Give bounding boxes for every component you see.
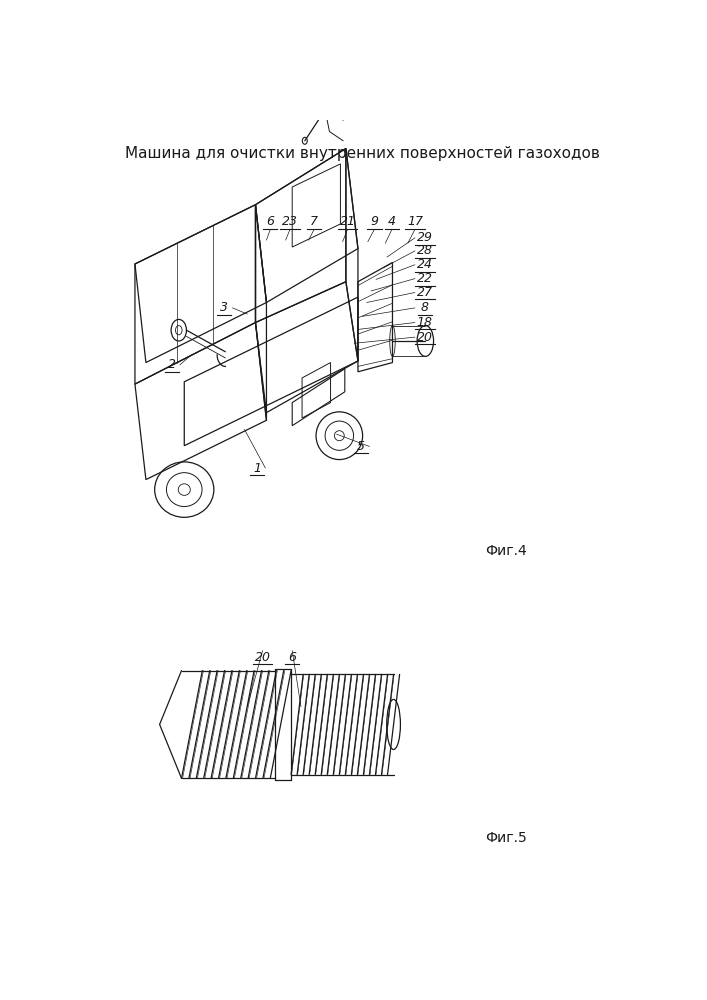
Text: 28: 28 — [417, 244, 433, 257]
Text: 6: 6 — [288, 651, 296, 664]
Text: 6: 6 — [267, 215, 274, 228]
Text: 9: 9 — [370, 215, 378, 228]
Text: Машина для очистки внутренних поверхностей газоходов: Машина для очистки внутренних поверхност… — [125, 146, 600, 161]
Text: 2: 2 — [168, 358, 175, 371]
Text: 7: 7 — [310, 215, 318, 228]
Text: 4: 4 — [388, 215, 396, 228]
Text: 3: 3 — [221, 301, 228, 314]
Text: 21: 21 — [339, 215, 356, 228]
Text: 5: 5 — [357, 440, 366, 453]
Text: 24: 24 — [417, 258, 433, 271]
Text: 29: 29 — [417, 231, 433, 244]
Text: 8: 8 — [421, 301, 429, 314]
Text: 17: 17 — [407, 215, 423, 228]
Text: 18: 18 — [417, 316, 433, 329]
Text: 20: 20 — [255, 651, 271, 664]
Text: Фиг.5: Фиг.5 — [486, 831, 527, 845]
Text: 22: 22 — [417, 272, 433, 285]
Text: 1: 1 — [253, 462, 261, 475]
Text: 20: 20 — [417, 331, 433, 344]
Text: 23: 23 — [282, 215, 298, 228]
Text: Фиг.4: Фиг.4 — [486, 544, 527, 558]
Text: 27: 27 — [417, 286, 433, 299]
